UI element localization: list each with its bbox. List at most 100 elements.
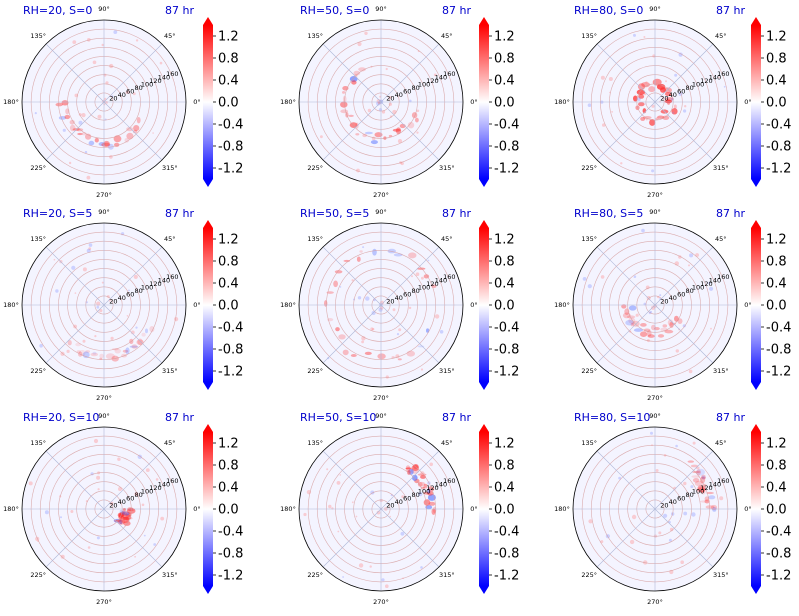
angle-tick-label: 45° bbox=[441, 32, 453, 40]
speckle bbox=[416, 109, 420, 113]
speckle bbox=[658, 531, 662, 535]
feature-blob bbox=[692, 471, 701, 473]
speckle bbox=[376, 510, 381, 515]
feature-blob bbox=[342, 91, 346, 94]
angle-tick-label: 135° bbox=[581, 32, 597, 40]
feature-blob bbox=[122, 514, 132, 521]
speckle bbox=[427, 259, 430, 262]
angle-tick-label: 90° bbox=[98, 412, 110, 420]
colorbar-extend-bottom bbox=[479, 586, 489, 594]
angle-tick-label: 315° bbox=[713, 164, 729, 172]
colorbar-tick-label: -0.4 bbox=[766, 118, 791, 133]
speckle bbox=[96, 305, 100, 309]
feature-blob bbox=[55, 102, 63, 107]
angle-tick-label: 45° bbox=[715, 235, 727, 243]
angle-tick-label: 135° bbox=[307, 439, 323, 447]
angular-gridline bbox=[596, 101, 656, 161]
speckle bbox=[135, 39, 139, 42]
colorbar-tick-label: 0.8 bbox=[494, 52, 515, 67]
angle-tick-label: 0° bbox=[470, 301, 477, 309]
angle-tick-label: 315° bbox=[439, 571, 455, 579]
feature-blob bbox=[417, 482, 423, 487]
speckle bbox=[600, 75, 605, 80]
polar-panel-9: 0°45°90°135°180°225°270°315°20 40 60 801001… bbox=[554, 412, 752, 606]
angle-tick-label: 180° bbox=[3, 98, 19, 106]
feature-blob bbox=[701, 474, 706, 479]
feature-blob bbox=[131, 344, 138, 349]
speckle bbox=[665, 80, 667, 83]
speckle bbox=[118, 487, 122, 491]
angular-gridline bbox=[596, 304, 656, 364]
angle-tick-label: 270° bbox=[373, 191, 389, 199]
angle-tick-label: 270° bbox=[96, 191, 112, 199]
polar-frame bbox=[298, 19, 464, 185]
speckle bbox=[110, 336, 114, 340]
radial-tick-label: 80 bbox=[412, 84, 420, 92]
speckle bbox=[641, 228, 645, 233]
speckle bbox=[389, 96, 392, 99]
feature-blob bbox=[708, 495, 716, 500]
angle-tick-label: 45° bbox=[164, 235, 176, 243]
angular-gridline bbox=[103, 246, 163, 306]
angle-tick-label: 225° bbox=[581, 164, 597, 172]
feature-blob bbox=[407, 122, 415, 129]
angular-gridline bbox=[380, 450, 440, 510]
feature-blob bbox=[76, 350, 81, 353]
feature-blob bbox=[649, 119, 656, 126]
speckle bbox=[109, 155, 113, 159]
feature-blob bbox=[630, 322, 634, 327]
panel-title-left: RH=20, S=0 bbox=[23, 4, 93, 17]
speckle bbox=[84, 150, 88, 154]
speckle bbox=[400, 531, 405, 536]
speckle bbox=[60, 554, 65, 559]
colorbar-6: 1.2 0.8 0.4 0.0 -0.4 -0.8 -1.2 bbox=[751, 220, 791, 390]
speckle bbox=[659, 294, 662, 297]
feature-blob bbox=[374, 132, 383, 138]
speckle bbox=[651, 169, 655, 173]
colorbar-tick-label: -0.8 bbox=[494, 140, 519, 155]
speckle bbox=[421, 276, 424, 280]
angular-gridline bbox=[596, 508, 656, 568]
colorbar-tick-label: 0.8 bbox=[766, 459, 787, 474]
angular-gridline bbox=[322, 450, 382, 510]
colorbar-tick-label: 1.2 bbox=[218, 437, 239, 452]
angular-gridline bbox=[45, 304, 105, 364]
radial-tick-label: 80 bbox=[135, 287, 143, 295]
colorbar-body bbox=[203, 432, 213, 586]
speckle bbox=[134, 555, 137, 558]
feature-blob bbox=[408, 252, 417, 259]
angular-gridline bbox=[103, 304, 163, 364]
colorbar-body bbox=[479, 228, 489, 382]
radial-tick-label: 140 bbox=[709, 481, 721, 489]
angular-gridline bbox=[380, 304, 440, 364]
speckle bbox=[690, 485, 694, 489]
polar-panel-7: 0°45°90°135°180°225°270°315°20 40 60 801001… bbox=[3, 412, 201, 606]
feature-blob bbox=[701, 489, 706, 495]
speckle bbox=[401, 495, 405, 499]
colorbar-tick-label: 0.8 bbox=[766, 255, 787, 270]
angle-tick-label: 315° bbox=[162, 571, 178, 579]
feature-blob bbox=[654, 327, 660, 331]
radial-tick-label: 140 bbox=[435, 481, 447, 489]
colorbar-tick-label: 0.4 bbox=[766, 277, 787, 292]
angular-gridline bbox=[45, 246, 105, 306]
speckle bbox=[710, 327, 712, 330]
polar-frame bbox=[572, 222, 738, 388]
feature-blob bbox=[427, 491, 434, 496]
speckle bbox=[582, 277, 587, 281]
speckle bbox=[645, 285, 650, 290]
speckle bbox=[87, 546, 91, 549]
colorbar-tick-label: -0.4 bbox=[494, 118, 519, 133]
speckle bbox=[600, 540, 604, 544]
feature-blob bbox=[348, 114, 354, 117]
colorbar-tick-label: 0.4 bbox=[766, 74, 787, 89]
colorbar-tick-label: -0.8 bbox=[766, 343, 791, 358]
speckle bbox=[689, 253, 694, 258]
panel-title-left: RH=50, S=0 bbox=[300, 4, 370, 17]
angle-tick-label: 180° bbox=[554, 505, 570, 513]
speckle bbox=[608, 77, 613, 81]
polar-panel-6: 0°45°90°135°180°225°270°315°20 40 60 801001… bbox=[554, 208, 752, 402]
colorbar-extend-top bbox=[479, 424, 489, 432]
feature-blob bbox=[125, 517, 130, 521]
